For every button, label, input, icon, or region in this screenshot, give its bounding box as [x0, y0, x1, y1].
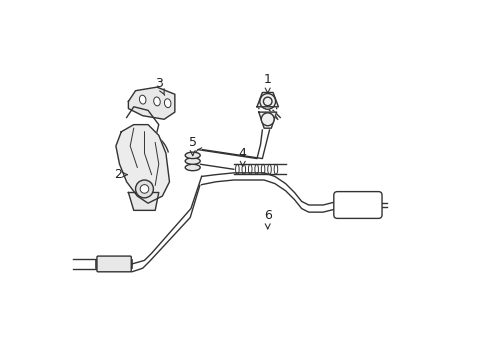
FancyBboxPatch shape	[333, 192, 381, 219]
Ellipse shape	[164, 99, 171, 108]
Circle shape	[140, 185, 148, 193]
Text: 6: 6	[263, 209, 271, 229]
Text: 2: 2	[114, 168, 127, 181]
Polygon shape	[128, 87, 175, 119]
Ellipse shape	[139, 95, 145, 104]
Ellipse shape	[185, 158, 200, 164]
Text: 4: 4	[238, 147, 246, 166]
Ellipse shape	[185, 152, 200, 158]
Circle shape	[261, 113, 274, 126]
Text: 3: 3	[155, 77, 164, 95]
Ellipse shape	[185, 164, 200, 171]
Text: 5: 5	[188, 136, 196, 156]
Polygon shape	[258, 112, 276, 128]
Polygon shape	[116, 125, 169, 203]
Ellipse shape	[153, 97, 160, 106]
Circle shape	[135, 180, 153, 198]
Polygon shape	[257, 93, 278, 107]
Text: 1: 1	[263, 73, 271, 93]
FancyBboxPatch shape	[97, 256, 131, 272]
Polygon shape	[128, 193, 159, 210]
